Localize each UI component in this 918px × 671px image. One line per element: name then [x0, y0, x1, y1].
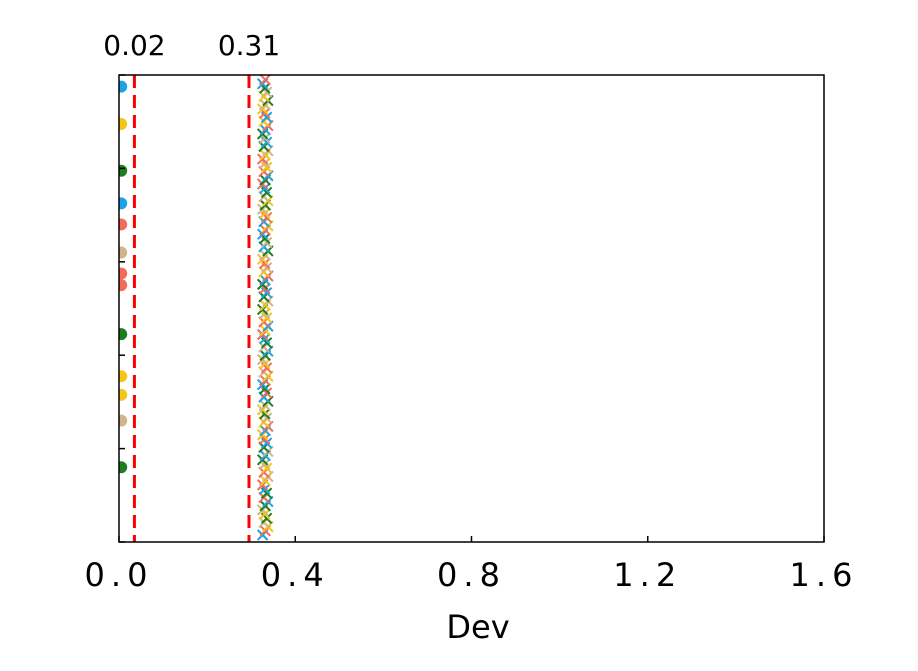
x-marker-point-109 [259, 73, 271, 86]
x-tick-label-4: 1.6 [790, 556, 859, 594]
x-axis-label: Dev [446, 608, 509, 646]
reference-line-label-0: 0.02 [103, 29, 165, 62]
x-axis-ticks: 0.0 0.4 0.8 1.2 1.6 [85, 536, 859, 594]
x-tick-label-2: 0.8 [437, 556, 506, 594]
plot-frame [118, 74, 825, 543]
x-tick-label-3: 1.2 [613, 556, 682, 594]
y-axis-ticks [119, 74, 125, 543]
reference-line-label-1: 0.31 [218, 29, 280, 62]
clip-mask [0, 65, 119, 552]
marks-layer [0, 65, 274, 552]
reference-lines [132, 75, 251, 542]
x-tick-label-0: 0.0 [85, 556, 154, 594]
reference-line-labels: 0.02 0.31 [103, 29, 280, 62]
x-tick-label-1: 0.4 [261, 556, 330, 594]
